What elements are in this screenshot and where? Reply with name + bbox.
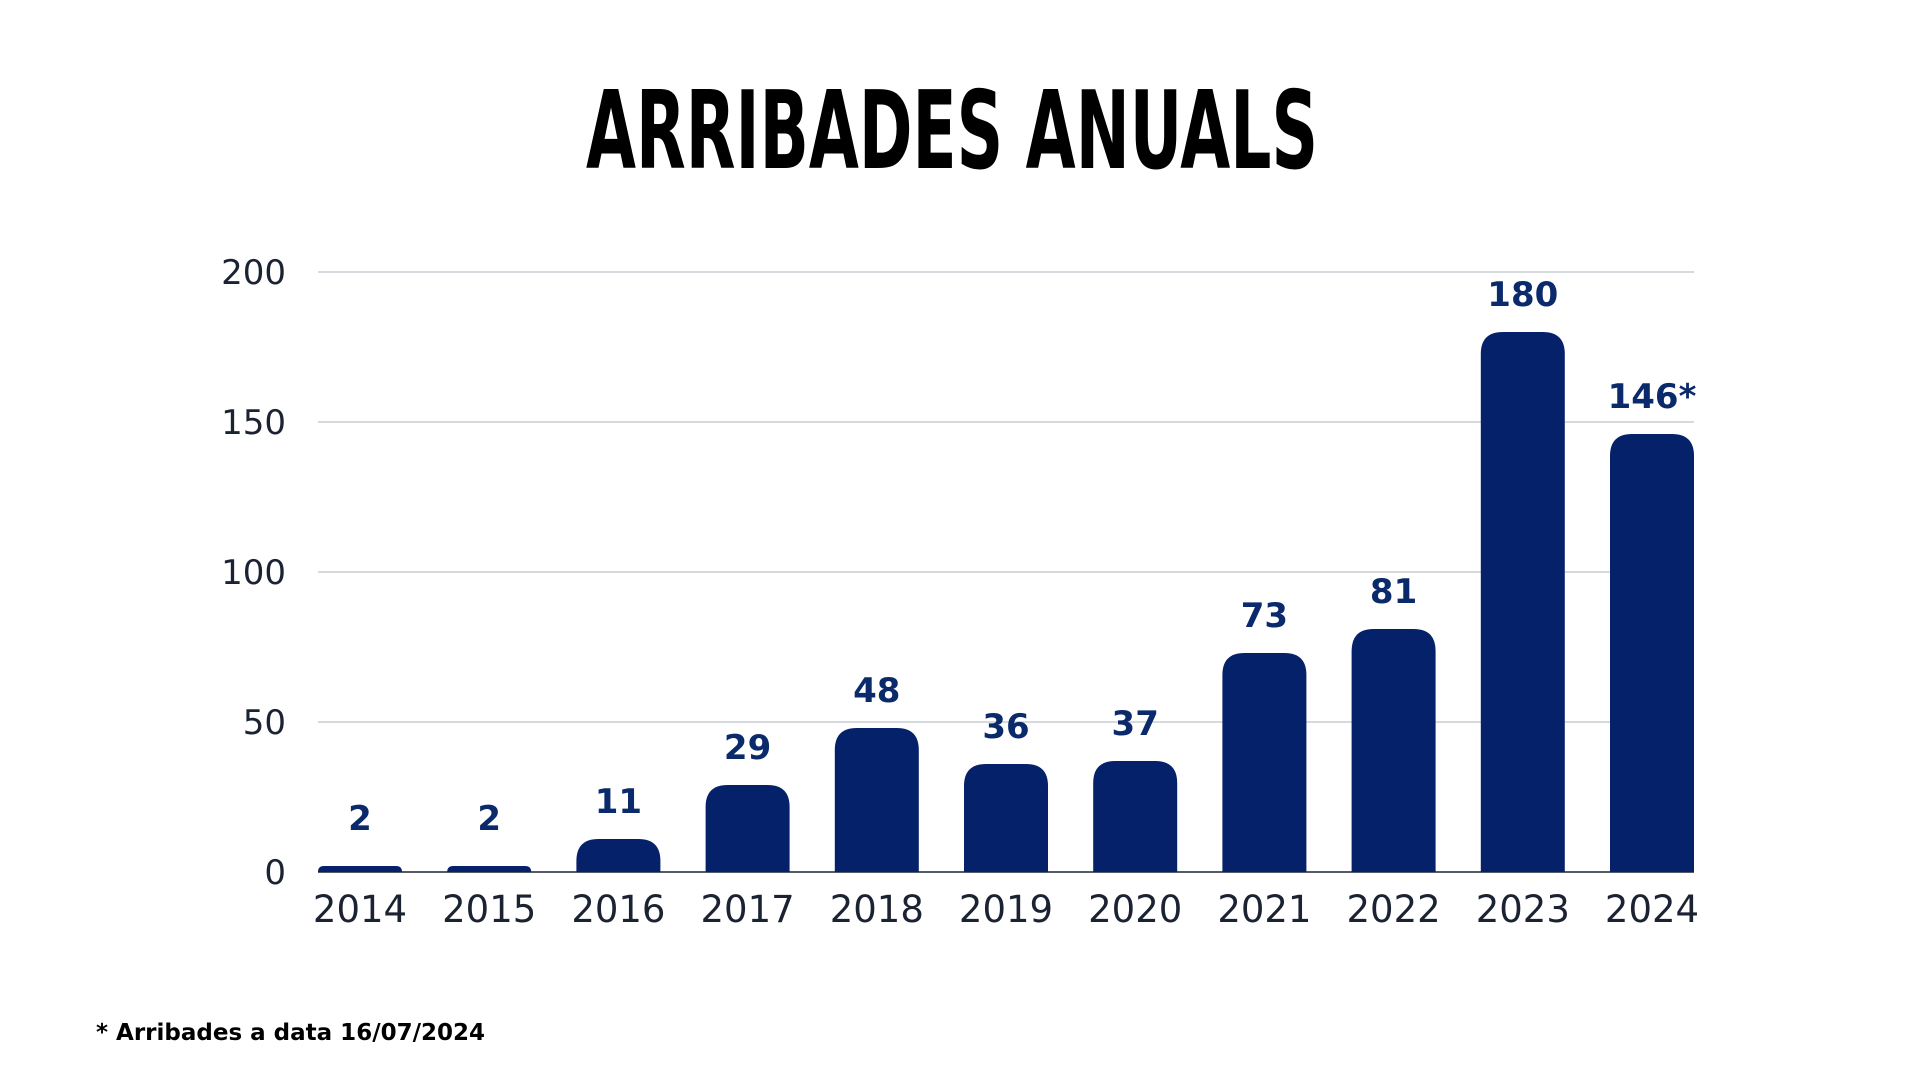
chart-title: ARRIBADES ANUALS: [586, 69, 1318, 194]
bar-2021: [1222, 653, 1307, 872]
data-label: 11: [595, 782, 642, 822]
data-label: 48: [853, 671, 900, 711]
bar-2015: [447, 866, 532, 872]
x-tick-label: 2014: [313, 888, 407, 931]
data-label: 146*: [1608, 377, 1697, 417]
bar-2017: [705, 785, 790, 872]
bar-2018: [834, 728, 919, 872]
footnote: * Arribades a data 16/07/2024: [96, 1020, 485, 1046]
bar-2020: [1093, 761, 1178, 872]
x-tick-label: 2019: [959, 888, 1053, 931]
bars: [318, 332, 1694, 872]
x-tick-label: 2022: [1347, 888, 1441, 931]
bar-2022: [1351, 629, 1436, 872]
x-tick-label: 2023: [1476, 888, 1570, 931]
y-tick-label: 50: [243, 703, 286, 743]
data-label: 29: [724, 728, 771, 768]
data-label: 36: [982, 707, 1029, 747]
bar-2014: [318, 866, 402, 872]
y-tick-label: 200: [221, 253, 286, 293]
y-tick-label: 0: [264, 853, 286, 893]
data-label: 37: [1112, 704, 1159, 744]
bar-2023: [1480, 332, 1565, 872]
y-tick-label: 100: [221, 553, 286, 593]
data-label: 2: [348, 799, 372, 839]
x-tick-label: 2015: [442, 888, 536, 931]
data-label: 81: [1370, 572, 1417, 612]
gridlines: [318, 271, 1694, 873]
x-tick-label: 2017: [701, 888, 795, 931]
x-axis-ticks: 2014 2015 2016 2017 2018 2019 2020 2021 2022 2023…: [313, 888, 1699, 931]
y-tick-label: 150: [221, 403, 286, 443]
x-tick-label: 2018: [830, 888, 924, 931]
bar-2019: [964, 764, 1048, 872]
bar-2024: [1610, 434, 1694, 872]
x-tick-label: 2020: [1088, 888, 1182, 931]
bar-2016: [576, 839, 661, 872]
data-label: 180: [1487, 275, 1558, 315]
data-label: 2: [477, 799, 501, 839]
data-label: 73: [1241, 596, 1288, 636]
data-labels: 2 2 11 29 48 36 37 73 81 180 146*: [348, 275, 1696, 839]
x-tick-label: 2024: [1605, 888, 1699, 931]
x-tick-label: 2021: [1217, 888, 1311, 931]
y-axis-ticks: 0 50 100 150 200: [221, 253, 286, 893]
x-tick-label: 2016: [571, 888, 665, 931]
